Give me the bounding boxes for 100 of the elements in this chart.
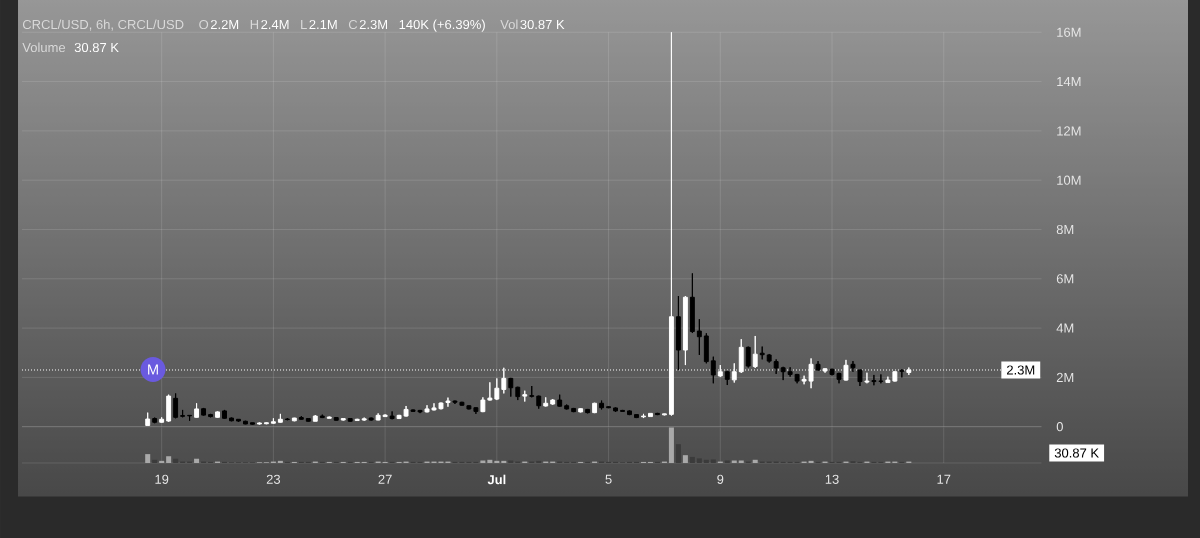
candlestick [780, 366, 786, 381]
text: C [348, 19, 358, 30]
candlestick [599, 400, 605, 410]
candlestick [571, 407, 577, 413]
x-tick-label: 27 [378, 474, 392, 484]
candlestick [194, 402, 200, 419]
text: 30.87 K [520, 19, 565, 30]
candlestick [389, 410, 395, 420]
bar [752, 459, 758, 463]
candlestick [368, 417, 374, 422]
candlestick [270, 417, 276, 425]
candlestick [249, 422, 255, 426]
candlestick [487, 381, 493, 402]
text: 2.4M [261, 19, 289, 29]
candlestick [515, 386, 521, 401]
candlestick [641, 413, 646, 419]
candlestick [899, 368, 905, 378]
bar [682, 455, 688, 463]
candlestick [340, 417, 346, 422]
candlestick [885, 376, 891, 384]
y-tick-label: 16M [1057, 27, 1081, 37]
candlestick [508, 377, 514, 398]
candlestick [263, 421, 269, 425]
bar [159, 460, 165, 463]
candlestick [543, 396, 549, 407]
text: 30.87 K [1054, 448, 1099, 458]
candlestick [682, 295, 688, 366]
bar [173, 458, 179, 463]
candlestick [298, 415, 304, 421]
text: 2.2M [210, 19, 239, 29]
bar [501, 460, 507, 463]
candlestick [145, 412, 151, 427]
candlestick [159, 416, 165, 424]
candlestick [661, 413, 667, 416]
candlestick [550, 398, 556, 406]
x-tick-label: Jul [487, 474, 506, 485]
candlestick [522, 390, 528, 403]
candlestick [766, 353, 772, 364]
candlestick [689, 272, 695, 334]
bar [808, 460, 814, 463]
bar [487, 459, 493, 463]
bar [277, 460, 283, 463]
bar [494, 460, 500, 463]
candlestick [675, 295, 681, 371]
candlestick [529, 385, 535, 398]
y-tick-label: 12M [1057, 126, 1081, 136]
candlestick [557, 394, 563, 408]
candlestick [648, 412, 653, 418]
candlestick [745, 346, 751, 369]
candlestick [333, 416, 339, 422]
candlestick [710, 356, 716, 384]
y-tick-label: 0 [1056, 422, 1063, 432]
candlestick [850, 360, 856, 373]
candlestick [222, 409, 227, 420]
text: 2.1M [309, 19, 337, 29]
candlestick [494, 377, 500, 401]
y-tick-label: 4M [1056, 323, 1074, 333]
candlestick [305, 417, 311, 423]
y-tick-label: 10M [1057, 175, 1081, 185]
candlestick [480, 396, 486, 413]
candlestick [354, 418, 360, 422]
candlestick [152, 417, 158, 424]
y-tick-label: 8M [1056, 224, 1074, 235]
candlestick [857, 369, 863, 387]
candlestick [236, 418, 241, 423]
x-tick-label: 23 [266, 474, 281, 484]
candlestick [773, 358, 779, 375]
candlestick [696, 318, 702, 356]
bar [145, 454, 151, 463]
y-tick-label: 2M [1056, 372, 1074, 382]
candlestick [822, 367, 828, 374]
bar [668, 427, 674, 463]
candlestick [815, 360, 821, 372]
candlestick [312, 414, 318, 423]
candlestick [326, 416, 332, 420]
candlestick [243, 420, 248, 425]
candlestick [291, 417, 297, 422]
candlestick [613, 406, 619, 413]
candlestick [347, 417, 353, 423]
annotation: 30.87 K [74, 42, 119, 53]
text: L [301, 20, 307, 29]
candlestick [361, 417, 367, 422]
text: 140K (+6.39%) [399, 19, 485, 32]
candlestick [620, 409, 625, 413]
candlestick [375, 412, 381, 421]
candlestick [201, 407, 207, 417]
text: 2.3M [359, 19, 388, 30]
candlestick [578, 407, 584, 413]
bar [696, 458, 702, 463]
x-tick-label: 17 [937, 474, 951, 484]
bar [166, 456, 172, 463]
ref-line-label: 2.3M [1006, 365, 1035, 375]
chart-title: CRCL/USD, 6h, CRCL/USD [22, 19, 184, 31]
candlestick [319, 414, 325, 419]
candlestick [634, 413, 639, 419]
candlestick [703, 332, 709, 364]
candlestick [382, 413, 388, 418]
candlestick [724, 370, 730, 386]
text: H [250, 20, 259, 29]
bar [689, 456, 695, 463]
